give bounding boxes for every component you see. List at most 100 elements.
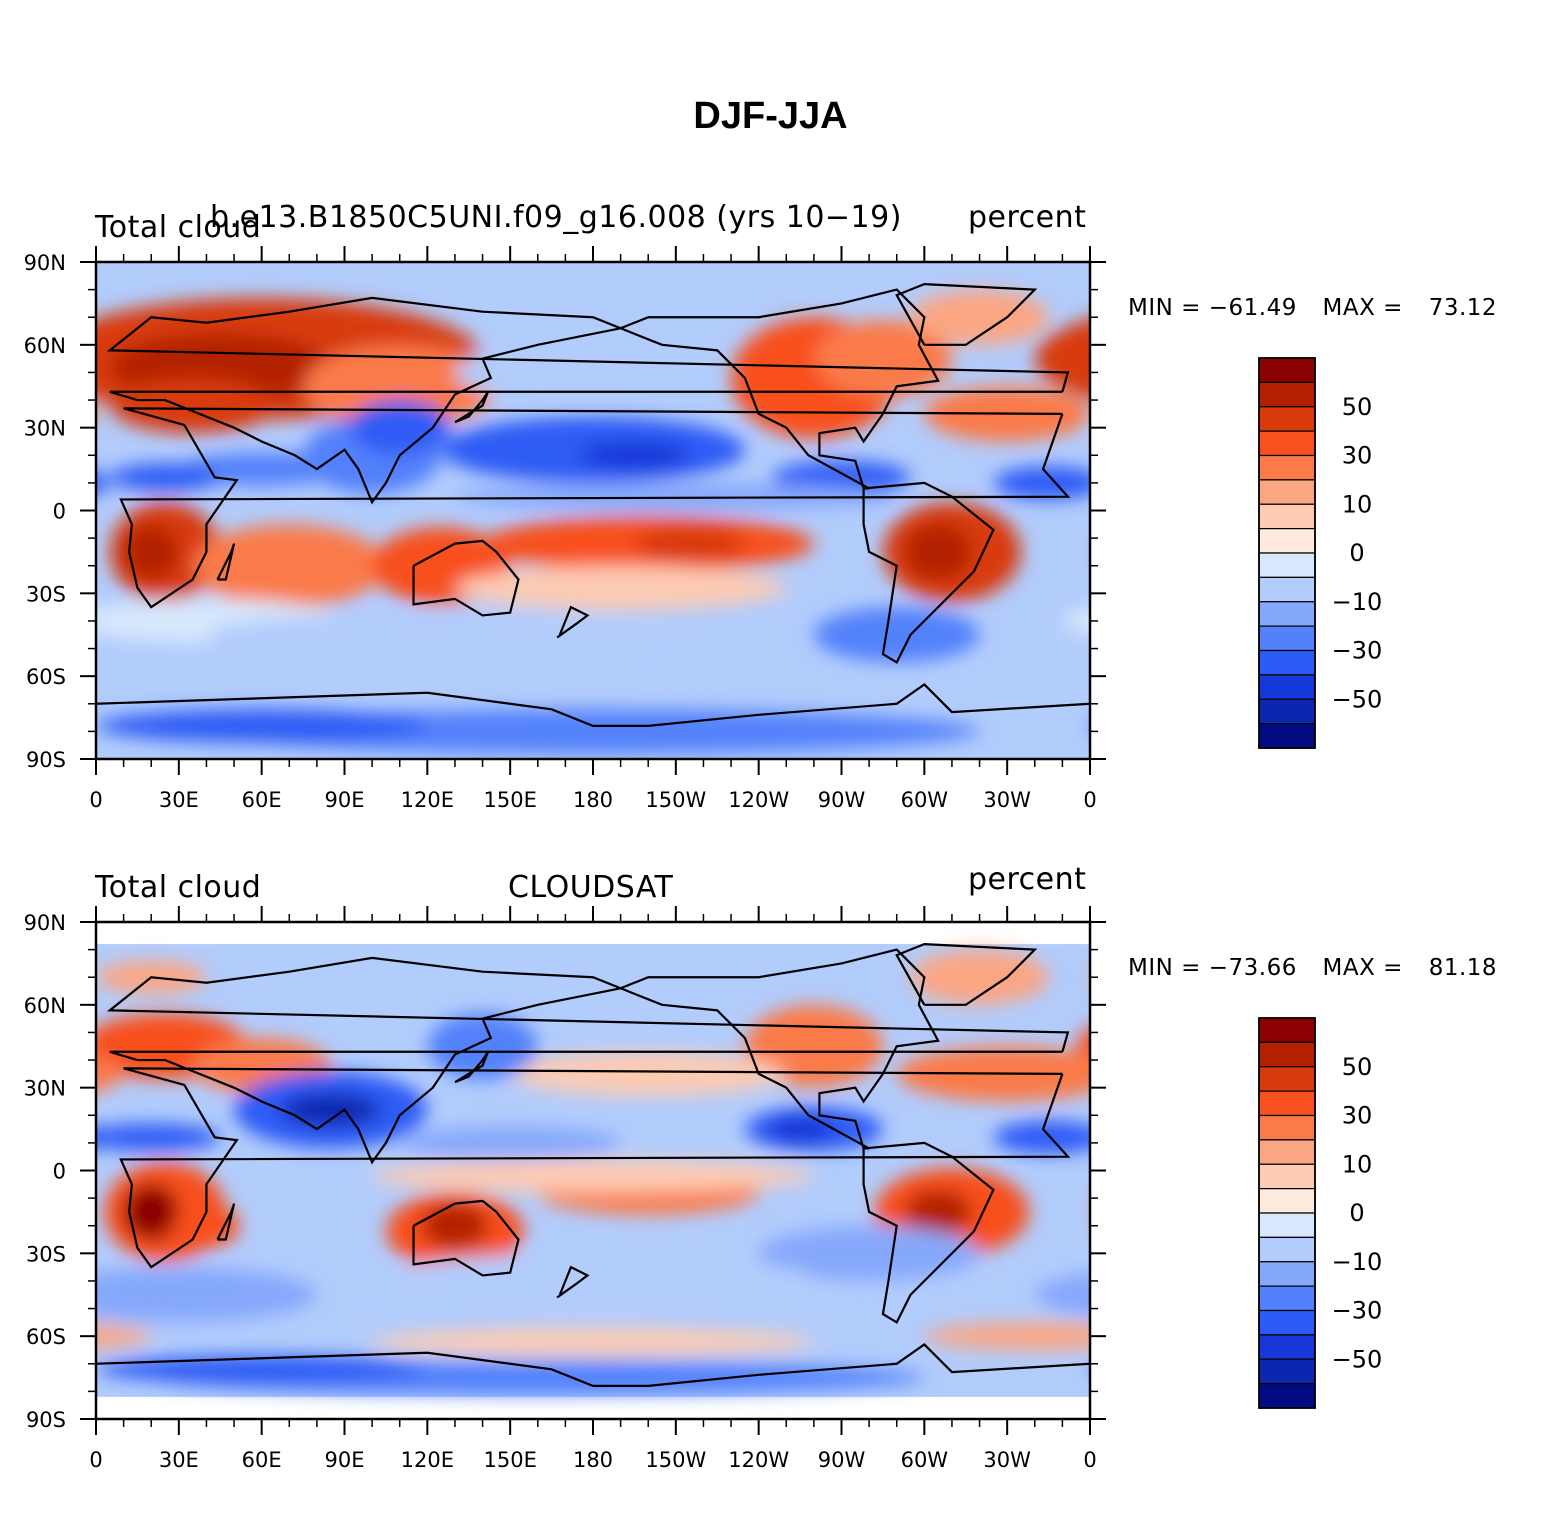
- anomaly-region: [1366, 1159, 1541, 1192]
- anomaly-region: [96, 1055, 124, 1093]
- colorbar-swatch: [1258, 1309, 1316, 1336]
- lon-tick-label: 120E: [401, 788, 454, 812]
- lon-tick-label: 120W: [728, 788, 789, 812]
- anomaly-region: [96, 1123, 221, 1152]
- coastline: [895, 282, 1038, 346]
- coastline: [216, 1203, 236, 1241]
- colorbar-swatch: [1258, 674, 1316, 700]
- map-plot: 90N 60N 30N 0 30S 60S 90S 0 30E 60E 90E 120E 150E 180…: [24, 246, 1541, 812]
- anomaly-region: [1034, 318, 1090, 399]
- anomaly-region: [1090, 961, 1200, 994]
- anomaly-region: [109, 377, 276, 434]
- anomaly-region: [399, 1126, 621, 1160]
- anomaly-region: [280, 1093, 381, 1127]
- colorbar-swatch: [1258, 503, 1316, 530]
- anomaly-region: [96, 471, 110, 494]
- anomaly-region: [96, 1267, 317, 1323]
- anomaly-region: [1449, 483, 1541, 511]
- anomaly-region: [123, 1184, 179, 1240]
- anomaly-region: [1297, 345, 1490, 428]
- lon-tick-label: 60W: [901, 788, 949, 812]
- anomaly-region: [993, 466, 1090, 500]
- anomaly-region: [303, 344, 497, 428]
- anomaly-region: [924, 1322, 1090, 1350]
- lon-tick-label: 150E: [483, 788, 536, 812]
- lat-tick-label: 30S: [26, 1242, 66, 1266]
- colorbar-swatch: [1258, 1188, 1316, 1214]
- anomaly-region: [96, 1324, 152, 1349]
- colorbar-swatch: [1258, 649, 1316, 676]
- colorbar-swatch: [1258, 625, 1316, 652]
- min-value: −73.66: [1208, 955, 1297, 981]
- anomaly-region: [123, 524, 179, 580]
- lat-tick-label: 60N: [24, 994, 66, 1018]
- colorbar-label: 10: [1342, 1150, 1373, 1178]
- anomaly-region: [1167, 1204, 1233, 1248]
- colorbar-swatch: [1258, 1358, 1316, 1385]
- lat-tick-label: 30S: [26, 582, 66, 606]
- colorbar-swatch: [1258, 723, 1316, 749]
- lon-tick-label: 120W: [728, 1448, 789, 1472]
- colorbar-label: 50: [1342, 393, 1373, 421]
- figure-title: DJF-JJA: [693, 95, 848, 137]
- anomaly-region: [1449, 566, 1541, 610]
- anomaly-region: [1228, 1071, 1421, 1148]
- anomaly-region: [813, 319, 952, 398]
- anomaly-region: [758, 1225, 980, 1281]
- lat-tick-label: 90N: [24, 251, 66, 275]
- lon-tick-label: 30W: [983, 1448, 1031, 1472]
- coastline: [119, 407, 1071, 609]
- lat-tick-label: 0: [53, 500, 66, 524]
- lon-tick-label: 90E: [325, 788, 365, 812]
- anomaly-region: [1532, 1171, 1541, 1215]
- coastlines: [96, 942, 1090, 1387]
- anomaly-region: [1366, 527, 1504, 604]
- anomaly-region: [1366, 1253, 1541, 1308]
- anomaly-region: [1435, 417, 1541, 483]
- anomaly-region: [1200, 709, 1541, 753]
- anomaly-region: [96, 1126, 110, 1149]
- anomaly-region: [96, 709, 428, 743]
- lat-tick-label: 60N: [24, 334, 66, 358]
- anomaly-region: [1421, 1013, 1531, 1079]
- colorbar-swatch: [1258, 576, 1316, 603]
- lat-tick-label: 30N: [24, 1077, 66, 1101]
- anomaly-region: [1034, 1272, 1090, 1317]
- colorbar-swatch: [1258, 1090, 1316, 1117]
- max-label: MAX =: [1322, 955, 1411, 981]
- colorbar-label: 10: [1342, 490, 1373, 518]
- anomaly-region: [1504, 1052, 1541, 1096]
- panel-left-title: Total cloud: [95, 870, 262, 905]
- colorbar-swatch: [1258, 1139, 1316, 1165]
- max-value: 81.18: [1428, 955, 1498, 981]
- coastline: [412, 539, 520, 617]
- coastline: [895, 942, 1038, 1006]
- coastline: [556, 605, 590, 639]
- coastline: [216, 543, 236, 581]
- anomaly-region: [427, 1013, 538, 1080]
- anomaly-region: [1394, 1126, 1541, 1159]
- anomaly-region: [905, 524, 972, 580]
- lon-tick-label: 150W: [645, 788, 706, 812]
- anomaly-field: [96, 262, 1541, 759]
- colorbar-swatch: [1258, 1236, 1316, 1263]
- colorbar-swatch: [1258, 1017, 1316, 1043]
- colorbar-swatch: [1258, 601, 1316, 627]
- lon-tick-label: 60E: [242, 788, 282, 812]
- colorbar-swatch: [1258, 1383, 1316, 1409]
- anomaly-region: [421, 1203, 489, 1248]
- lon-tick-label: 0: [89, 788, 102, 812]
- colorbar-swatch: [1258, 1212, 1316, 1238]
- colorbar-swatch: [1258, 1114, 1316, 1141]
- coastline: [106, 296, 1070, 505]
- lon-tick-label: 90W: [818, 1448, 866, 1472]
- colorbar-label: −30: [1332, 637, 1383, 665]
- coastline: [412, 1199, 520, 1277]
- coastline: [620, 288, 940, 490]
- lat-tick-label: 0: [53, 1160, 66, 1184]
- colorbar-label: 30: [1342, 442, 1373, 470]
- lon-tick-label: 120E: [401, 1448, 454, 1472]
- anomaly-region: [1416, 1204, 1482, 1248]
- coastline: [96, 683, 1090, 727]
- lon-tick-label: 0: [1083, 788, 1096, 812]
